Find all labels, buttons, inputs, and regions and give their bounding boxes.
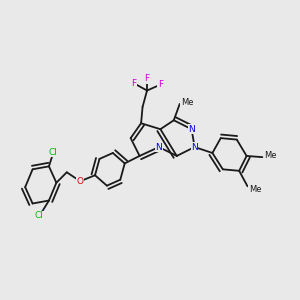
Text: N: N: [191, 142, 198, 152]
Text: Me: Me: [249, 185, 261, 194]
Text: Me: Me: [181, 98, 194, 107]
Text: Cl: Cl: [35, 212, 44, 220]
Text: F: F: [145, 74, 150, 83]
Text: N: N: [188, 125, 195, 134]
Text: Me: Me: [264, 151, 277, 160]
Text: Cl: Cl: [49, 148, 58, 157]
Text: F: F: [158, 80, 163, 89]
Text: F: F: [131, 79, 136, 88]
Text: N: N: [155, 142, 162, 152]
Text: O: O: [77, 177, 84, 186]
